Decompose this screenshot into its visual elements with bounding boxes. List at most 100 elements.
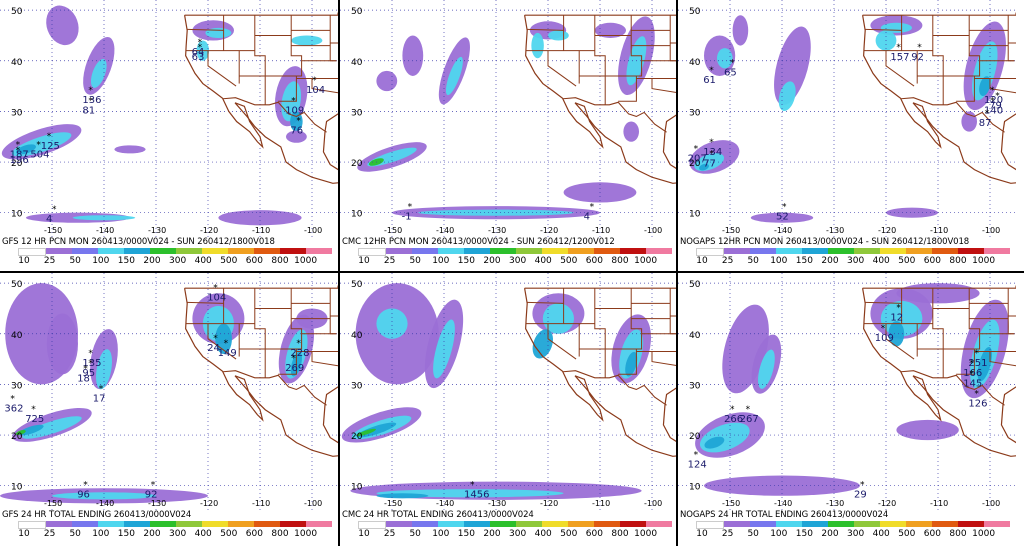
border-mexico — [223, 97, 327, 133]
precip-value-label: 266 — [724, 414, 743, 425]
lat-label: 50 — [11, 280, 23, 290]
legend-tick-label: 400 — [534, 529, 552, 539]
lon-label: -100 — [982, 226, 1000, 235]
lat-label: 30 — [351, 108, 363, 118]
legend-tick-label: 25 — [721, 256, 734, 266]
legend-swatch — [176, 521, 202, 527]
border-mexico — [223, 370, 327, 406]
state-boundary — [547, 323, 577, 360]
precip-area — [433, 319, 455, 379]
station-mark: * — [470, 481, 475, 491]
legend-swatch — [594, 248, 620, 254]
precip-area — [896, 419, 959, 441]
legend-swatch — [620, 521, 646, 527]
legend-tick-label: 400 — [872, 256, 890, 266]
legend-tick-label: 150 — [457, 256, 475, 266]
legend-tick-label: 150 — [795, 256, 813, 266]
precip-area — [376, 308, 408, 339]
legend-tick-label: 1000 — [972, 256, 996, 266]
state-boundary — [865, 28, 902, 31]
legend-swatch — [46, 521, 72, 527]
lon-label: -120 — [878, 226, 896, 235]
lat-label: 30 — [11, 381, 23, 391]
legend-tick-label: 500 — [560, 529, 578, 539]
station-mark: * — [896, 304, 901, 314]
precip-value-label: 187 — [10, 149, 29, 160]
legend-tick-label: 1000 — [634, 256, 658, 266]
legend-tick-label: 500 — [220, 256, 238, 266]
station-mark: * — [694, 144, 699, 154]
legend-swatch — [854, 248, 880, 254]
lat-label: 10 — [11, 483, 23, 493]
legend-swatch — [958, 521, 984, 527]
legend-swatch — [696, 521, 724, 529]
lon-label: -130 — [148, 499, 166, 508]
precip-area — [758, 349, 775, 389]
legend-swatch — [18, 521, 46, 529]
station-mark: * — [974, 390, 979, 400]
panel-gfs12: 50 40 30 20 10 -150 -140 -130 -120 -110 -100 * 63 * 64… — [0, 0, 338, 272]
legend-swatch — [306, 248, 332, 254]
panel-caption: NOGAPS 24 HR TOTAL ENDING 260413/0000V02… — [680, 510, 889, 520]
legend-tick-label: 50 — [69, 529, 81, 539]
legend-bar — [696, 248, 1010, 256]
legend-bar — [18, 521, 332, 529]
legend-swatch — [906, 248, 932, 254]
legend-tick-label: 1000 — [294, 529, 318, 539]
legend-swatch — [464, 521, 490, 527]
precip-value-label: 104 — [306, 85, 325, 96]
legend-tick-label: 50 — [409, 529, 421, 539]
legend-swatch — [594, 521, 620, 527]
precip-value-label: 125 — [41, 141, 60, 152]
coastline — [524, 288, 678, 457]
station-mark: * — [88, 96, 93, 106]
precip-value-label: 12 — [890, 313, 903, 324]
legend-tick-label: 150 — [117, 256, 135, 266]
lon-label: -110 — [252, 499, 270, 508]
legend-tick-label: 100 — [770, 256, 788, 266]
precip-value-label: 196 — [10, 155, 29, 166]
coastline-gulf — [322, 404, 338, 444]
legend-tick-label: 800 — [611, 529, 629, 539]
legend-tick-label: 10 — [358, 256, 370, 266]
station-mark: * — [990, 86, 995, 96]
color-legend: 10 25 50 100 150 200 300 400 500 600 800 1000 — [0, 521, 338, 545]
station-mark: * — [291, 354, 296, 364]
state-boundary — [311, 78, 338, 94]
legend-swatch — [412, 248, 438, 254]
legend-swatch — [358, 521, 386, 529]
legend-tick-label: 600 — [923, 256, 941, 266]
precip-value-label: 725 — [25, 414, 44, 425]
station-mark: * — [83, 364, 88, 374]
legend-tick-label: 300 — [509, 256, 527, 266]
station-mark: * — [213, 283, 218, 293]
coastline — [524, 15, 678, 184]
legend-swatch — [750, 521, 776, 527]
legend-tick-label: 100 — [92, 256, 110, 266]
coastline — [184, 288, 338, 457]
lon-label: -150 — [44, 499, 62, 508]
legend-swatch — [620, 248, 646, 254]
precip-area — [445, 56, 463, 96]
precip-value-label: 64 — [192, 47, 205, 58]
state-boundary — [187, 301, 224, 304]
lat-label: 30 — [689, 381, 701, 391]
station-mark: * — [99, 385, 104, 395]
panel-caption: GFS 24 HR TOTAL ENDING 260413/0000V024 — [2, 510, 192, 520]
state-boundary — [651, 78, 678, 94]
legend-tick-label: 800 — [949, 256, 967, 266]
legend-tick-label: 100 — [92, 529, 110, 539]
legend-swatch — [516, 248, 542, 254]
legend-swatch — [646, 248, 672, 254]
precip-area — [15, 430, 26, 436]
lon-label: -130 — [826, 499, 844, 508]
lat-label: 20 — [351, 432, 363, 442]
legend-swatch — [932, 521, 958, 527]
precip-area — [774, 26, 811, 106]
station-mark: * — [198, 43, 203, 53]
station-mark: * — [296, 117, 301, 127]
legend-tick-label: 50 — [409, 256, 421, 266]
lon-label: -100 — [982, 499, 1000, 508]
precip-area — [594, 22, 626, 38]
station-mark: * — [312, 76, 317, 86]
